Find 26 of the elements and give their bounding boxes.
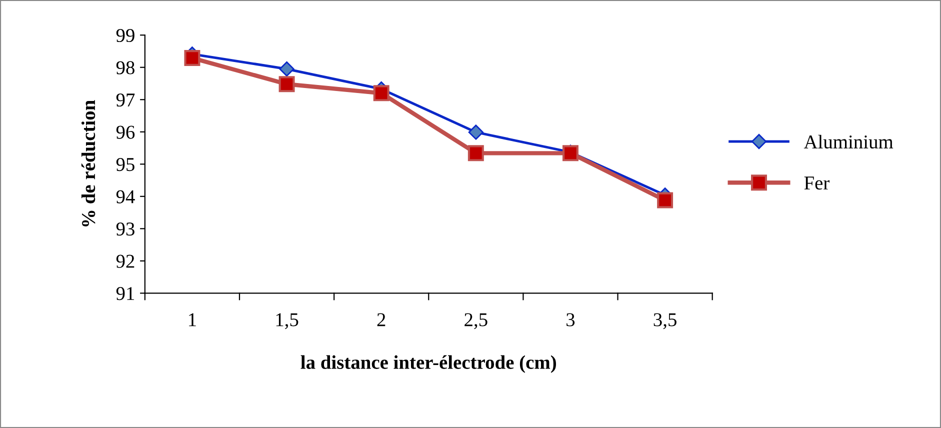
point [184, 50, 200, 66]
point [468, 145, 484, 162]
y-tick-label: 94 [116, 190, 135, 204]
y-tick-label: 99 [116, 28, 134, 42]
x-tick-label: 1 [189, 313, 196, 326]
x-tick-label: 2,5 [464, 313, 488, 330]
point [278, 76, 295, 92]
point [468, 124, 484, 140]
y-tick-label: 93 [116, 222, 134, 236]
point [373, 85, 390, 102]
legend-label: Aluminium [804, 134, 894, 149]
y-axis-title: % de réduction [81, 100, 96, 226]
y-tick-label: 96 [116, 126, 135, 139]
y-tick-label: 91 [116, 287, 134, 300]
x-axis-title: la distance inter-électrode (cm) [300, 355, 556, 373]
x-tick-label: 2 [377, 313, 386, 326]
y-tick-label: 97 [116, 93, 135, 107]
x-tick-label: 3 [566, 313, 575, 326]
x-tick-label: 1,5 [276, 313, 298, 330]
y-tick-label: 98 [116, 61, 134, 74]
legend-label: Fer [804, 176, 830, 190]
y-tick-label: 92 [116, 254, 134, 268]
x-tick-label: 3,5 [654, 313, 676, 330]
point [657, 192, 674, 208]
y-tick-label: 95 [116, 158, 134, 172]
point [279, 61, 294, 77]
